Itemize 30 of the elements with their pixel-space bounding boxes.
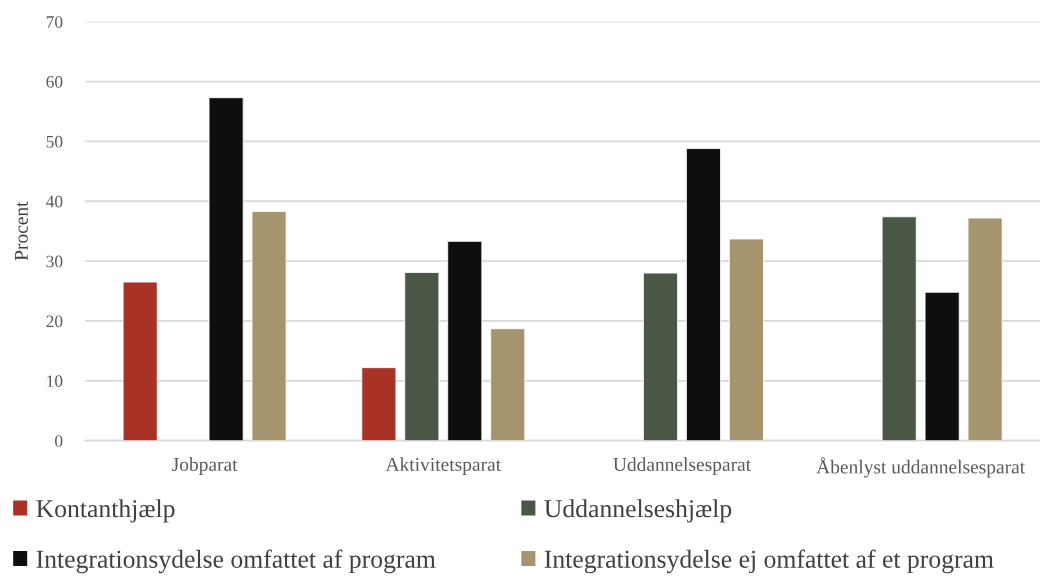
x-tick-label: Uddannelsesparat [613, 457, 751, 475]
x-tick-label: Åbenlyst uddannelsesparat [816, 457, 1026, 478]
legend-label: Kontanthjælp [36, 499, 175, 523]
y-tick-label: 50 [46, 135, 63, 148]
y-tick-label: 60 [46, 76, 63, 88]
y-tick-label: 0 [55, 435, 63, 447]
y-tick-label: 40 [46, 195, 63, 208]
y-tick-label: 30 [46, 255, 63, 268]
x-tick-label: Jobparat [172, 457, 238, 475]
bar [643, 272, 678, 441]
y-axis-title: Procent [14, 201, 28, 261]
bar [208, 97, 244, 441]
bar [685, 148, 721, 441]
bar [122, 281, 158, 441]
bar [924, 291, 960, 441]
x-tick-label: Aktivitetsparat [385, 457, 501, 475]
bar [967, 217, 1003, 441]
legend-label: Integrationsydelse ej omfattet af et program [544, 549, 994, 574]
bar [490, 328, 526, 441]
y-tick-label: 70 [46, 16, 63, 28]
y-tick-label: 20 [46, 315, 63, 328]
bar [728, 238, 764, 441]
bar [404, 272, 440, 441]
y-tick-label: 10 [47, 375, 63, 388]
bar [251, 211, 287, 441]
bar [447, 240, 483, 441]
bar [361, 367, 397, 441]
legend-label: Uddannelseshjælp [544, 499, 732, 523]
bar [881, 216, 917, 441]
legend-label: Integrationsydelse omfattet af program [36, 549, 436, 574]
